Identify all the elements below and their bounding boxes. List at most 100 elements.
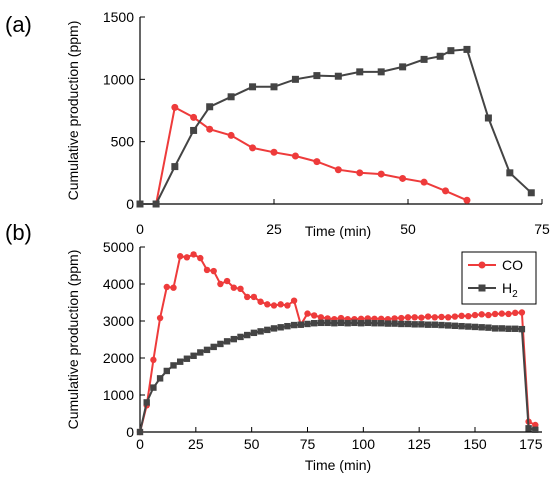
data-point bbox=[150, 384, 157, 391]
data-point bbox=[249, 83, 257, 91]
data-point bbox=[257, 298, 264, 305]
data-point bbox=[284, 302, 291, 309]
data-point bbox=[177, 358, 184, 365]
x-tick-label: 25 bbox=[188, 436, 204, 452]
data-point bbox=[438, 321, 445, 329]
data-point bbox=[304, 320, 311, 328]
data-point bbox=[378, 320, 385, 327]
data-point bbox=[505, 310, 512, 318]
data-point bbox=[197, 349, 204, 356]
data-point bbox=[399, 174, 407, 182]
data-point bbox=[525, 425, 532, 432]
data-point bbox=[337, 314, 345, 322]
data-point bbox=[471, 311, 479, 319]
y-tick-label: 3000 bbox=[103, 313, 134, 329]
data-point bbox=[291, 152, 299, 160]
y-tick-label: 0 bbox=[126, 424, 134, 440]
y-tick-label: 500 bbox=[111, 134, 135, 150]
legend: CO H2 bbox=[461, 251, 537, 305]
x-tick-label: 100 bbox=[352, 436, 376, 452]
data-point bbox=[244, 331, 251, 339]
data-point bbox=[431, 314, 438, 321]
data-point bbox=[317, 319, 325, 327]
x-tick-label: 75 bbox=[300, 436, 316, 452]
x-tick-label: 75 bbox=[534, 221, 550, 237]
data-point bbox=[150, 356, 157, 364]
data-point bbox=[451, 322, 459, 330]
series-line bbox=[140, 105, 468, 205]
data-point bbox=[505, 325, 512, 332]
data-point bbox=[478, 311, 485, 318]
data-point bbox=[190, 251, 197, 258]
data-point bbox=[404, 320, 412, 328]
data-point bbox=[498, 325, 505, 332]
data-point bbox=[190, 352, 197, 359]
data-point bbox=[478, 324, 485, 331]
y-tick-label: 1500 bbox=[103, 9, 134, 25]
series-line bbox=[140, 48, 532, 205]
data-point bbox=[344, 320, 351, 327]
y-tick-label: 1000 bbox=[103, 71, 134, 87]
data-point bbox=[277, 324, 284, 331]
data-point bbox=[171, 103, 179, 111]
data-point bbox=[527, 189, 535, 197]
data-point bbox=[270, 325, 278, 332]
data-point bbox=[484, 114, 492, 122]
data-point bbox=[317, 314, 325, 321]
data-point bbox=[156, 375, 164, 382]
data-point bbox=[177, 253, 184, 260]
data-point bbox=[485, 311, 492, 319]
data-point bbox=[171, 163, 179, 171]
data-point bbox=[436, 52, 444, 60]
data-point bbox=[230, 335, 237, 343]
data-point bbox=[438, 313, 445, 321]
data-point bbox=[170, 284, 177, 291]
data-point bbox=[284, 322, 291, 330]
y-tick-label: 0 bbox=[126, 196, 134, 212]
data-point bbox=[190, 113, 198, 121]
data-point bbox=[257, 328, 264, 335]
data-point bbox=[334, 166, 342, 174]
data-point bbox=[451, 313, 459, 320]
data-point bbox=[244, 293, 251, 301]
data-point bbox=[465, 312, 472, 320]
data-point bbox=[250, 293, 258, 301]
data-point bbox=[313, 72, 321, 80]
data-point bbox=[203, 266, 211, 274]
y-tick-label: 1000 bbox=[103, 387, 134, 403]
data-point bbox=[270, 302, 278, 309]
data-point bbox=[331, 320, 338, 327]
x-axis-title: Time (min) bbox=[305, 223, 371, 239]
data-point bbox=[465, 323, 472, 330]
panel-label: (a) bbox=[5, 12, 32, 37]
data-point bbox=[518, 325, 526, 333]
data-point bbox=[458, 322, 465, 330]
data-point bbox=[445, 314, 452, 321]
data-point bbox=[143, 399, 150, 406]
panel-label: (b) bbox=[5, 220, 32, 245]
data-point bbox=[364, 319, 371, 327]
data-point bbox=[512, 325, 519, 332]
data-point bbox=[384, 320, 392, 327]
data-point bbox=[351, 319, 358, 327]
data-point bbox=[398, 314, 405, 322]
data-point bbox=[377, 170, 385, 178]
data-point bbox=[491, 310, 499, 318]
data-point bbox=[163, 283, 170, 291]
data-point bbox=[290, 321, 298, 329]
data-point bbox=[532, 426, 539, 433]
data-point bbox=[311, 320, 318, 327]
data-point bbox=[420, 178, 428, 186]
x-tick-label: 125 bbox=[407, 436, 431, 452]
data-point bbox=[217, 280, 224, 288]
data-point bbox=[418, 321, 425, 328]
y-axis-title: Cumulative production (ppm) bbox=[65, 250, 81, 430]
data-point bbox=[458, 312, 465, 320]
data-point bbox=[264, 301, 271, 308]
data-point bbox=[512, 309, 519, 317]
y-axis-title: Cumulative production (ppm) bbox=[65, 21, 81, 201]
data-point bbox=[270, 83, 278, 91]
data-point bbox=[264, 326, 271, 334]
legend-label-h2: H2 bbox=[502, 280, 518, 300]
